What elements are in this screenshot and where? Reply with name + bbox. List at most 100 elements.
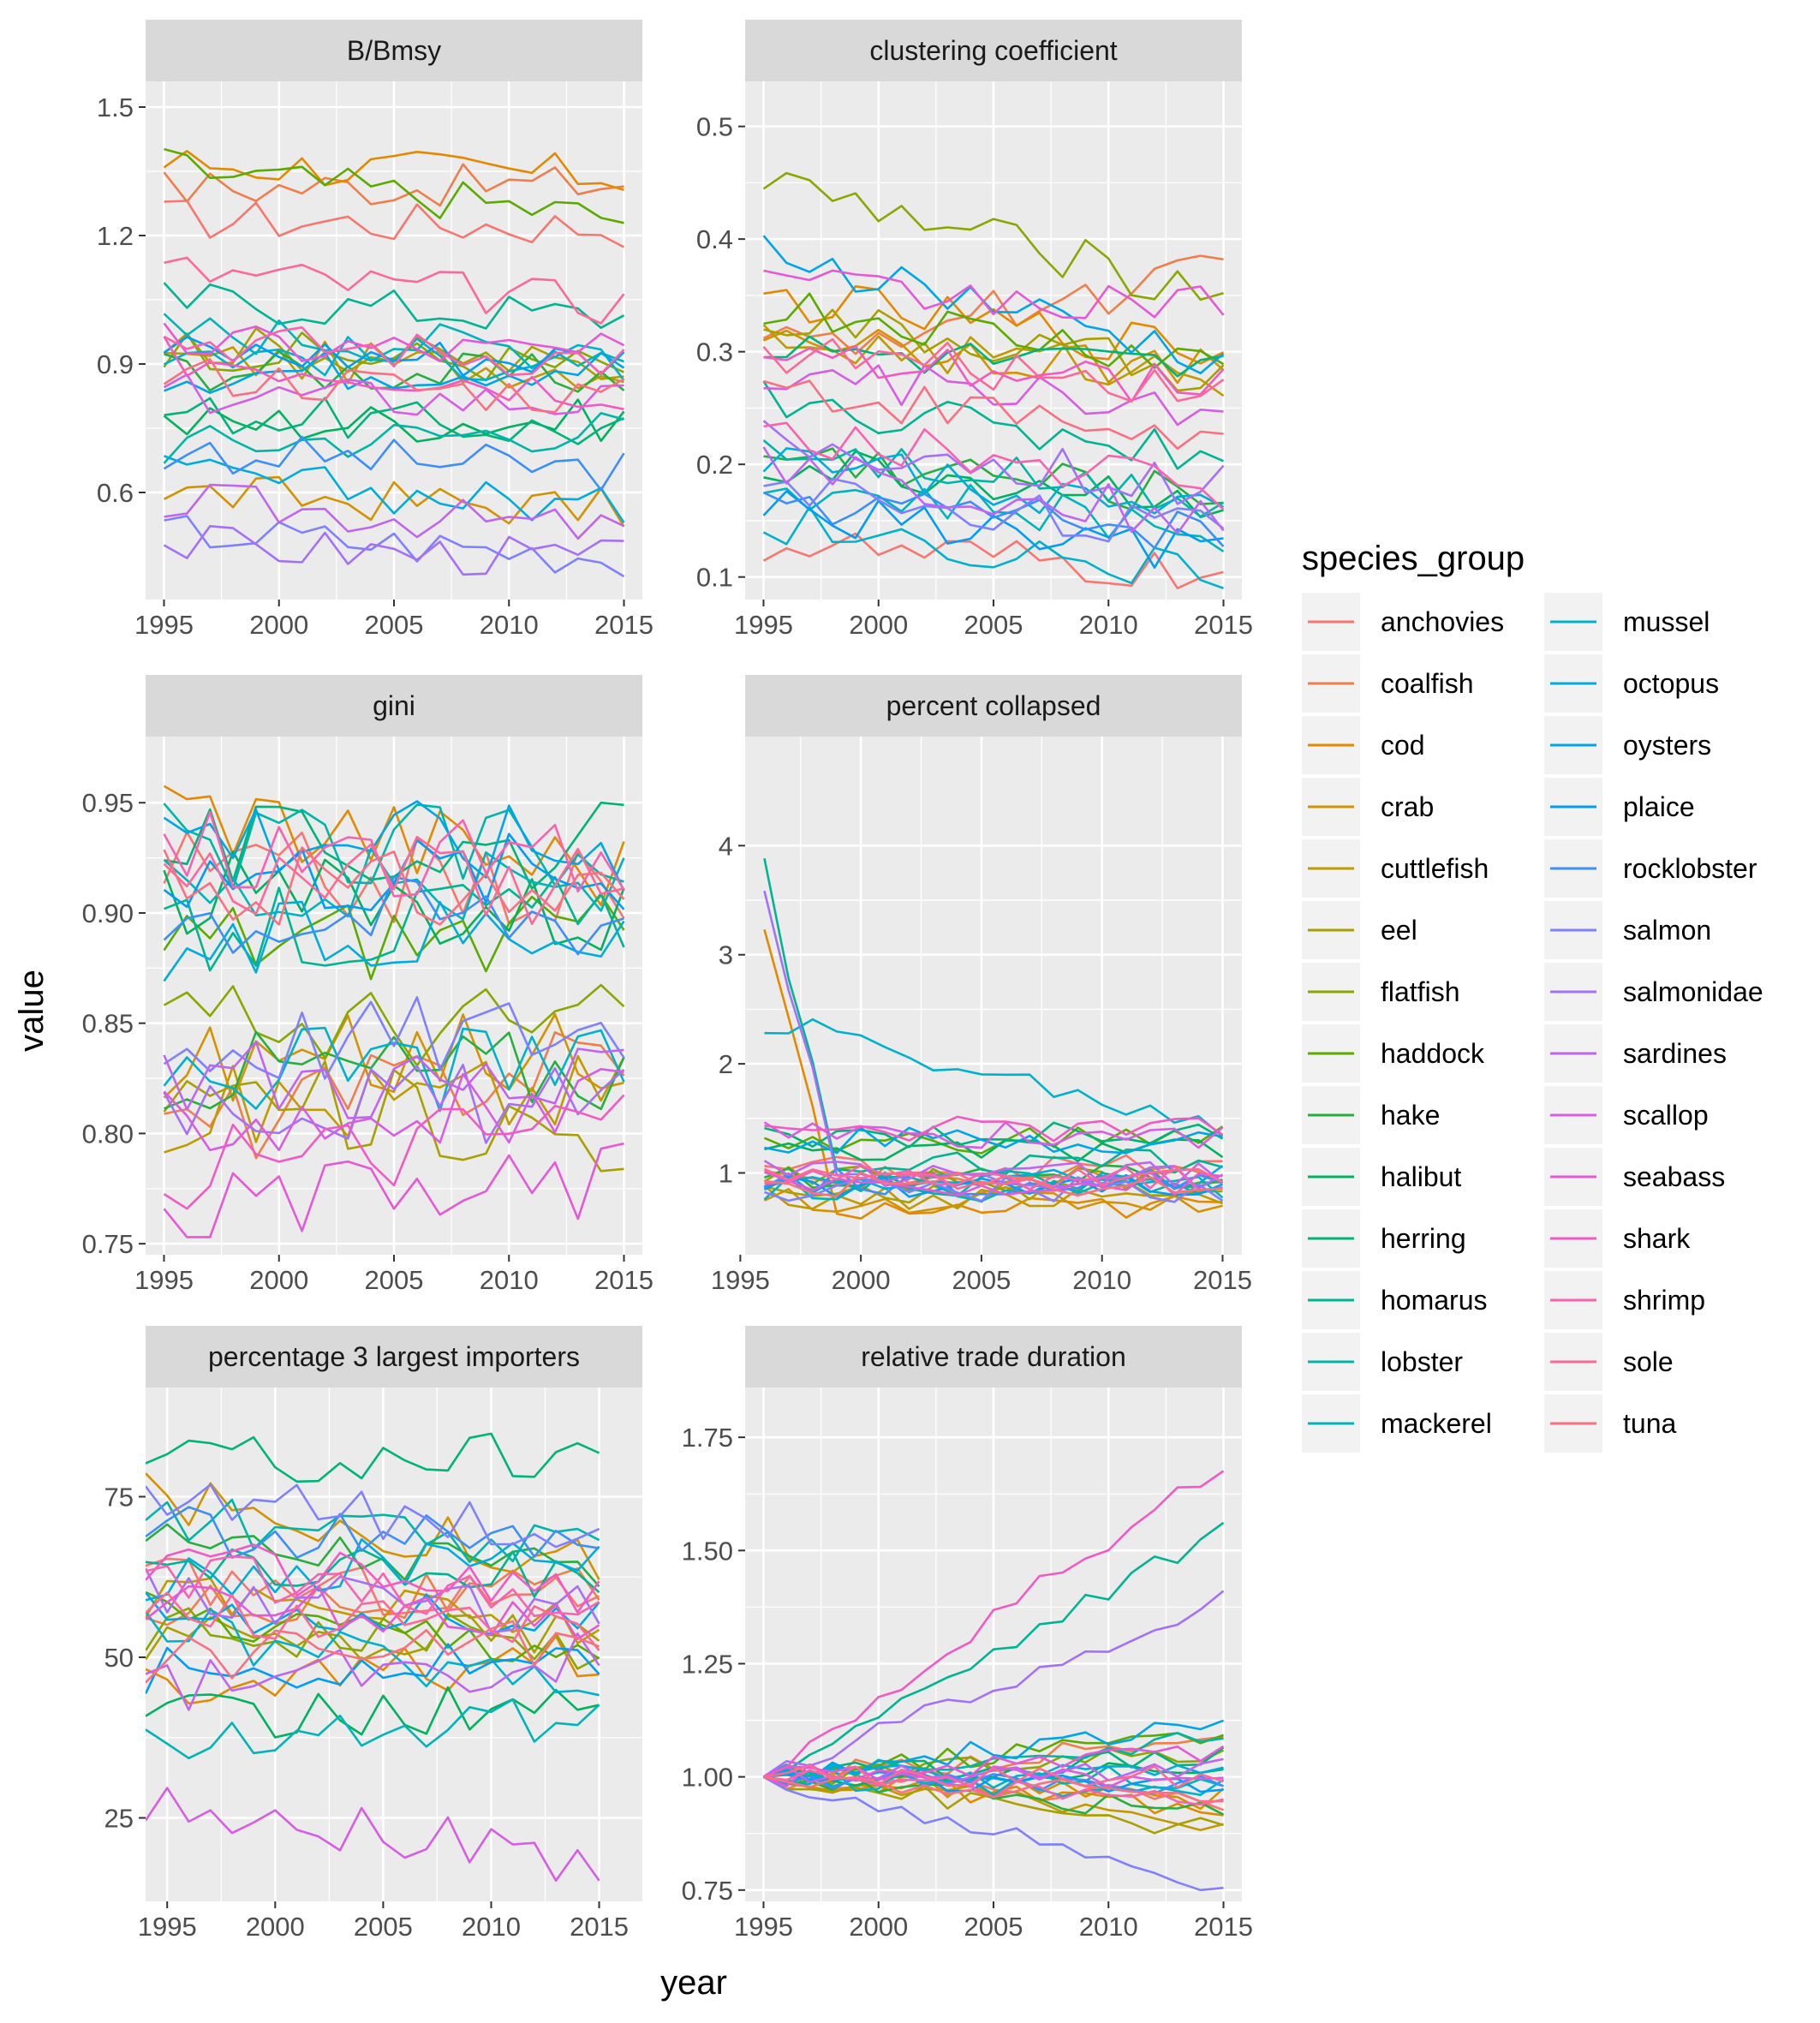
series-line-haddock [763,292,1225,369]
panel-background [146,1387,642,1901]
series-line-sole [762,337,1225,403]
panel-strip [146,20,642,81]
series-line-herring [146,1432,600,1483]
legend-item-hake: hake [1302,1086,1440,1144]
series-line-coalfish [762,254,1224,355]
series-line-scallop [146,1787,600,1882]
series-line-shrimp [763,421,1225,510]
series-line-salmon [163,996,625,1080]
x-tick-label: 2010 [480,1265,539,1295]
x-tick-label: 1995 [134,610,194,640]
legend-item-oysters: oysters [1544,716,1711,774]
x-tick-label: 2015 [594,1265,653,1295]
x-tick-label: 2015 [594,610,653,640]
legend-label: eel [1381,915,1417,946]
legend-label: seabass [1623,1161,1725,1192]
legend-item-homarus: homarus [1302,1271,1488,1329]
panel-strip [745,20,1242,81]
series-line-crab [163,1012,624,1102]
legend-label: homarus [1381,1285,1488,1316]
series-line-tuna [146,1620,600,1684]
series-line-sardines [762,446,1225,535]
series-line-homarus [763,1521,1225,1778]
series-line-herring [764,1121,1224,1149]
series-line-lobster [163,412,624,464]
series-line-oysters [164,351,625,395]
series-line-rocklobster [762,491,1225,550]
series-line-rocklobster [163,875,624,956]
x-tick-label: 2000 [249,1265,308,1295]
x-tick-label: 2005 [365,610,424,640]
legend-item-anchovies: anchovies [1302,593,1504,651]
series-line-oysters [762,235,1225,375]
x-tick-label: 2005 [354,1912,413,1942]
legend-item-cod: cod [1302,716,1425,774]
y-tick-label: 0.2 [696,450,733,480]
series-line-seabass [763,269,1225,319]
y-tick-label: 1.5 [97,92,134,122]
series-line-flatfish [163,331,625,382]
series-line-salmon [164,515,625,578]
series-line-seabass [163,322,625,363]
series-line-shrimp [146,1555,600,1618]
series-line-cod [163,785,625,907]
series-line-shrimp [163,810,625,898]
panel-title: relative trade duration [861,1341,1126,1372]
legend-label: shrimp [1623,1285,1705,1316]
legend-label: sole [1623,1346,1674,1377]
x-tick-label: 1995 [711,1265,770,1295]
legend-item-tuna: tuna [1544,1394,1676,1453]
legend-label: herring [1381,1223,1466,1254]
series-line-homarus [146,1548,600,1598]
series-lines [163,147,625,578]
series-line-oysters [764,1126,1223,1155]
series-lines [762,1470,1225,1892]
y-tick-label: 0.85 [82,1009,134,1039]
legend-label: rocklobster [1623,853,1757,884]
series-line-sardines [146,1632,600,1711]
x-tick-label: 2000 [249,610,308,640]
series-line-tuna [764,1171,1223,1197]
x-tick-label: 2000 [246,1912,305,1942]
series-line-oysters [163,800,625,892]
series-line-scallop [763,364,1224,427]
legend-item-sole: sole [1544,1333,1674,1391]
legend-label: mackerel [1381,1408,1492,1439]
legend-item-mussel: mussel [1544,593,1710,651]
series-line-hake [164,1030,625,1111]
x-tick-label: 2000 [832,1265,891,1295]
y-tick-label: 0.90 [82,898,134,928]
legend-item-shark: shark [1544,1209,1691,1268]
series-line-octopus [762,447,1225,515]
legend-item-haddock: haddock [1302,1024,1485,1083]
series-line-salmon [146,1483,600,1549]
series-lines [163,785,625,1238]
legend-label: salmonidae [1623,976,1763,1007]
y-tick-label: 0.1 [696,563,733,593]
series-line-eel [763,308,1225,392]
series-line-cod [763,929,1223,1220]
x-tick-label: 2000 [849,1912,908,1942]
legend-label: salmon [1623,915,1711,946]
y-tick-label: 75 [104,1483,134,1513]
y-tick-label: 0.75 [82,1229,134,1259]
legend-label: tuna [1623,1408,1676,1439]
series-line-sole [146,1591,600,1651]
series-line-hake [146,1523,600,1588]
series-line-sole [163,835,624,925]
panel-4: percent collapsed 1995 2000 2005 2010 2015 1 2 3… [711,675,1252,1295]
series-line-shark [764,1115,1224,1143]
panel-background [745,737,1242,1255]
series-line-salmonidae [763,890,1224,1191]
legend-label: haddock [1381,1038,1485,1069]
legend-title: species_group [1302,540,1525,577]
series-line-sole [763,1764,1224,1789]
y-tick-label: 0.75 [682,1876,733,1906]
legend-item-plaice: plaice [1544,778,1695,836]
x-tick-label: 2005 [365,1265,424,1295]
legend-label: lobster [1381,1346,1463,1377]
x-tick-label: 2010 [1072,1265,1131,1295]
series-line-salmonidae [762,1590,1225,1778]
legend-item-shrimp: shrimp [1544,1271,1705,1329]
